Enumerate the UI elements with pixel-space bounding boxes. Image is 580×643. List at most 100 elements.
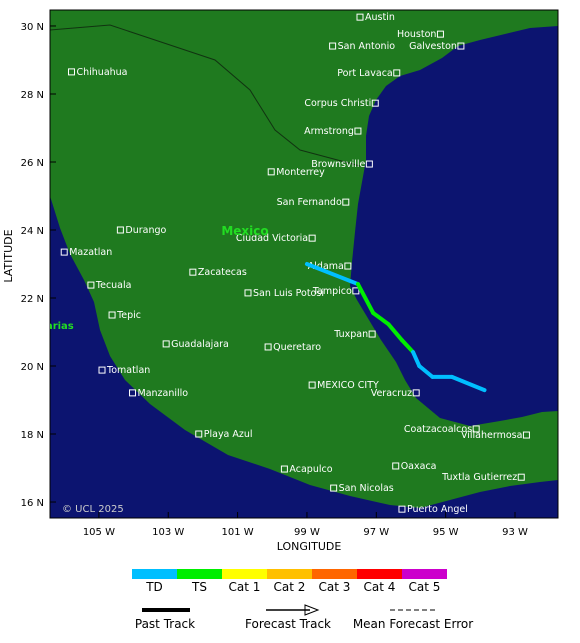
legend-label: Mean Forecast Error [353, 617, 473, 631]
city-marker [162, 340, 170, 348]
city-marker [329, 42, 337, 50]
x-tick-label: 95 W [433, 527, 459, 538]
city-label: Guadalajara [171, 339, 229, 350]
copyright: © UCL 2025 [62, 504, 124, 515]
track-segment [417, 364, 435, 379]
city-label: Durango [125, 225, 166, 236]
y-tick-label: 24 N [21, 226, 44, 237]
city-label: San Nicolas [339, 483, 394, 494]
city-marker [189, 268, 197, 276]
city-label: Manzanillo [138, 388, 189, 399]
pacific-water [50, 196, 558, 518]
city-label: Mazatlan [69, 247, 112, 258]
city-label: Brownsville [311, 159, 365, 170]
legend-label: Past Track [135, 617, 195, 631]
city-marker [308, 381, 316, 389]
city-label: San Luis Potosi [253, 288, 324, 299]
x-tick-label: 97 W [363, 527, 389, 538]
city-label: Coatzacoalcos [404, 424, 472, 435]
city-marker [195, 430, 203, 438]
track-segment [386, 322, 404, 343]
border [50, 24, 361, 167]
y-tick-label: 30 N [21, 22, 44, 33]
track-segment [411, 350, 422, 369]
city-label: Ciudad Victoria [236, 233, 308, 244]
city-marker [517, 473, 525, 481]
city-marker [352, 287, 360, 295]
y-tick-label: 28 N [21, 90, 44, 101]
city-marker [365, 160, 373, 168]
forecast-arrow [304, 604, 320, 616]
city-label: Tampico [312, 286, 352, 297]
intensity-label: Cat 1 [229, 580, 261, 594]
city-label: Tepic [116, 310, 141, 321]
city-marker [398, 505, 406, 513]
region-label: Mexico [221, 224, 268, 238]
city-marker [108, 311, 116, 319]
city-marker [244, 289, 252, 297]
city-marker [116, 226, 124, 234]
city-label: San Fernando [277, 197, 342, 208]
intensity-swatch [402, 569, 447, 579]
x-tick-label: 103 W [152, 527, 184, 538]
city-label: Houston [397, 29, 436, 40]
track-segment [304, 262, 360, 287]
city-label: Acapulco [289, 464, 332, 475]
city-marker [344, 262, 352, 270]
intensity-swatch [132, 569, 177, 579]
y-tick-label: 26 N [21, 158, 44, 169]
intensity-label: Cat 5 [409, 580, 441, 594]
x-axis-label: LONGITUDE [277, 540, 342, 553]
city-marker [98, 366, 106, 374]
track-segment [399, 338, 416, 355]
city-label: Port Lavaca [337, 68, 392, 79]
city-label: Monterrey [276, 167, 325, 178]
city-marker [371, 99, 379, 107]
city-marker [280, 465, 288, 473]
city-label: Corpus Christi [304, 98, 371, 109]
city-label: Chihuahua [76, 67, 127, 78]
city-marker [368, 330, 376, 338]
intensity-swatch [177, 569, 222, 579]
legend-label: Forecast Track [245, 617, 331, 631]
x-tick-label: 99 W [294, 527, 320, 538]
city-marker [393, 69, 401, 77]
gulf-water [350, 26, 558, 426]
intensity-label: Cat 3 [319, 580, 351, 594]
city-label: Veracruz [371, 388, 412, 399]
map-area [50, 10, 558, 518]
city-label: Aldama [308, 261, 344, 272]
city-marker [457, 42, 465, 50]
city-marker [356, 13, 364, 21]
city-marker [330, 484, 338, 492]
track-legend: Past Track Forecast Track Mean Forecast … [135, 604, 473, 631]
y-axis-label: LATITUDE [2, 229, 15, 282]
y-tick-label: 16 N [21, 498, 44, 509]
city-label: Tecuala [95, 280, 132, 291]
intensity-swatch [357, 569, 402, 579]
track-segment [371, 310, 391, 327]
x-tick-label: 105 W [83, 527, 115, 538]
x-tick-label: 93 W [502, 527, 528, 538]
intensity-label: TS [191, 580, 207, 594]
plot-frame [49, 9, 559, 519]
intensity-swatch [222, 569, 267, 579]
city-label: Queretaro [273, 342, 321, 353]
city-marker [87, 281, 95, 289]
intensity-label: TD [145, 580, 163, 594]
city-label: Puerto Angel [407, 504, 468, 515]
city-label: Galveston [409, 41, 457, 52]
city-marker [264, 343, 272, 351]
city-marker [267, 168, 275, 176]
city-label: Playa Azul [204, 429, 253, 440]
city-marker [436, 30, 444, 38]
city-marker [60, 248, 68, 256]
y-tick-label: 18 N [21, 430, 44, 441]
x-tick-label: 101 W [222, 527, 254, 538]
city-label: Armstrong [304, 126, 354, 137]
city-label: Tomatlan [106, 365, 150, 376]
city-marker [392, 462, 400, 470]
city-marker [129, 389, 137, 397]
city-label: MEXICO CITY [317, 380, 379, 391]
